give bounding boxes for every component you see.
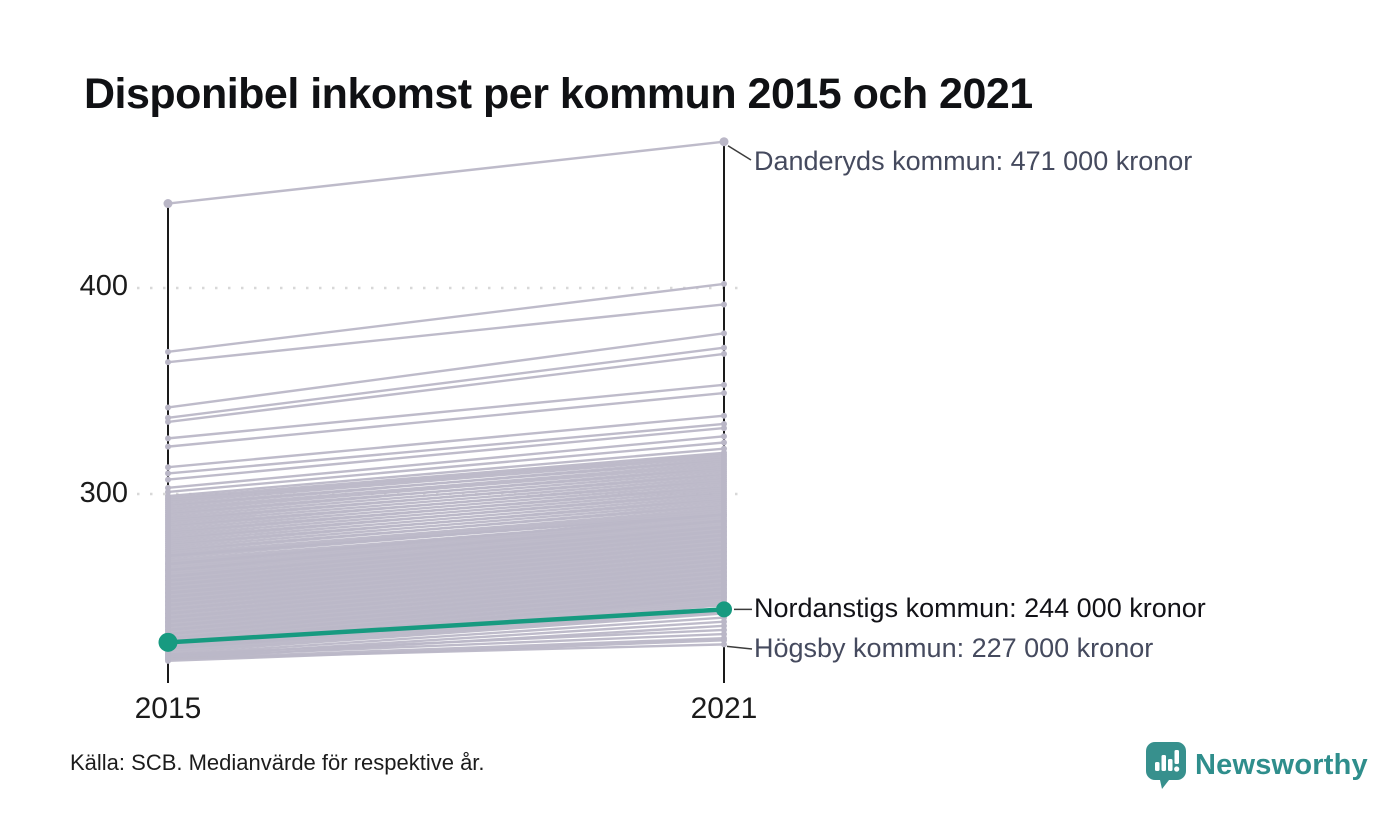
newsworthy-bubble-barchart-icon — [1146, 742, 1186, 789]
newsworthy-logo: Newsworthy — [1146, 742, 1368, 789]
newsworthy-logo-text: Newsworthy — [1195, 749, 1368, 781]
x-axis-label-2021: 2021 — [690, 692, 758, 725]
y-axis-tick-300: 300 — [79, 477, 128, 509]
source-note: Källa: SCB. Medianvärde för respektive å… — [70, 750, 485, 775]
page-title: Disponibel inkomst per kommun 2015 och 2… — [84, 70, 1033, 118]
annotation-danderyd: Danderyds kommun: 471 000 kronor — [754, 146, 1193, 176]
annotation-hogsby: Högsby kommun: 227 000 kronor — [754, 633, 1154, 663]
x-axis-label-2015: 2015 — [134, 692, 202, 725]
y-axis-tick-400: 400 — [79, 270, 128, 302]
annotation-nordanstig: Nordanstigs kommun: 244 000 kronor — [754, 593, 1206, 623]
